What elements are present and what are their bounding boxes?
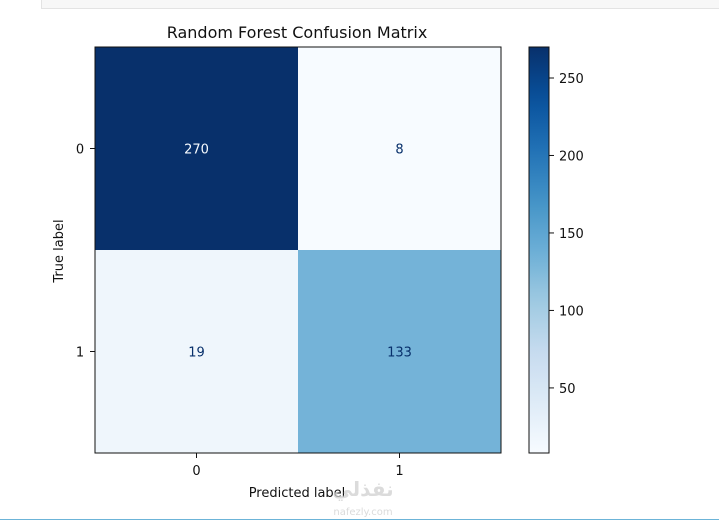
bottom-divider: [0, 519, 719, 520]
notebook-cell-edge: [41, 0, 719, 9]
x-tick-label: 1: [395, 464, 403, 479]
chart-title: Random Forest Confusion Matrix: [167, 23, 428, 42]
y-axis-label: True label: [52, 219, 67, 283]
colorbar-tick-label: 200: [559, 149, 584, 164]
colorbar-tick-label: 50: [559, 382, 576, 397]
matrix-cell-0-0: [95, 47, 298, 250]
colorbar-tick-label: 100: [559, 304, 584, 319]
colorbar: [528, 46, 550, 454]
y-tick-label: 1: [76, 346, 84, 361]
cell-value-label: 8: [395, 143, 403, 158]
cell-value-label: 133: [387, 346, 412, 361]
cell-value-label: 19: [188, 346, 205, 361]
y-tick-label: 0: [76, 143, 84, 158]
x-tick-label: 0: [192, 464, 200, 479]
matrix-cell-1-0: [95, 250, 298, 453]
colorbar-tick-label: 250: [559, 72, 584, 87]
x-axis-label: Predicted label: [249, 486, 346, 501]
cell-value-label: 270: [184, 143, 209, 158]
plot-frame: [94, 46, 502, 454]
matrix-cell-0-1: [298, 47, 501, 250]
matrix-cell-1-1: [298, 250, 501, 453]
colorbar-tick-label: 150: [559, 227, 584, 242]
